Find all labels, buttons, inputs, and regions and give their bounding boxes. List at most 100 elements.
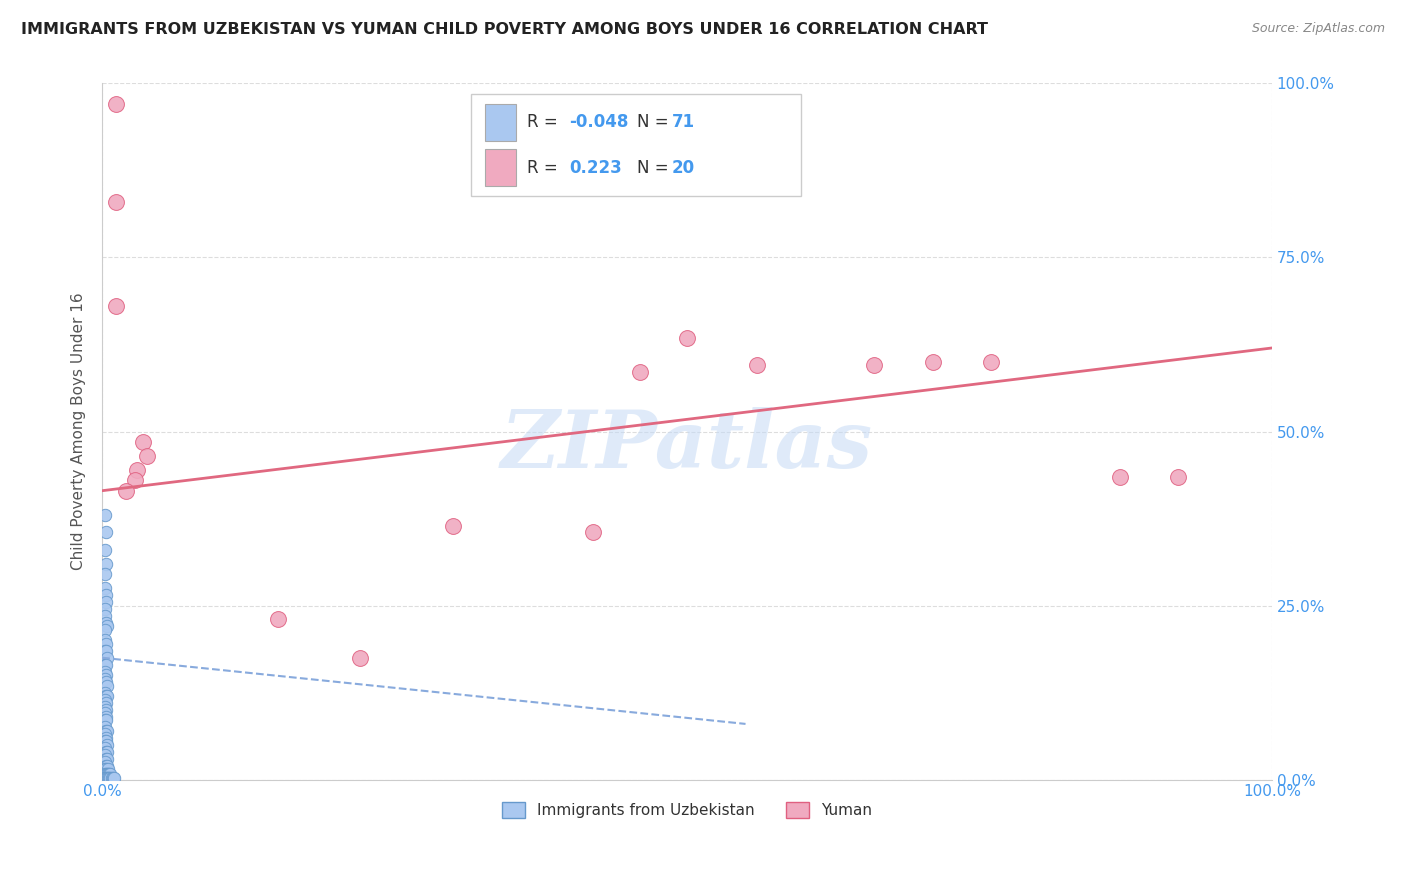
Point xyxy=(1167,469,1189,483)
Point xyxy=(93,727,115,741)
Point xyxy=(94,745,117,759)
Point xyxy=(93,581,115,595)
Point xyxy=(747,359,769,373)
Point xyxy=(93,762,115,776)
Point xyxy=(93,672,115,686)
Point xyxy=(93,692,115,706)
Point xyxy=(93,771,115,785)
Point xyxy=(94,731,117,745)
Point xyxy=(93,734,115,748)
Point xyxy=(98,771,121,785)
Point xyxy=(96,723,118,738)
Point xyxy=(96,619,118,633)
Point xyxy=(96,767,118,781)
Point xyxy=(97,767,120,781)
Point xyxy=(863,359,886,373)
Text: 0.223: 0.223 xyxy=(569,159,623,177)
Point xyxy=(100,771,122,785)
Point xyxy=(1108,469,1130,483)
Point xyxy=(349,650,371,665)
Point xyxy=(93,602,115,616)
Text: -0.048: -0.048 xyxy=(569,113,628,131)
Point xyxy=(980,355,1002,369)
Text: IMMIGRANTS FROM UZBEKISTAN VS YUMAN CHILD POVERTY AMONG BOYS UNDER 16 CORRELATIO: IMMIGRANTS FROM UZBEKISTAN VS YUMAN CHIL… xyxy=(21,22,988,37)
Text: Source: ZipAtlas.com: Source: ZipAtlas.com xyxy=(1251,22,1385,36)
Point xyxy=(94,762,117,776)
Point xyxy=(105,299,128,313)
Point xyxy=(94,758,117,772)
Text: 71: 71 xyxy=(672,113,695,131)
Point xyxy=(105,194,128,209)
Point xyxy=(94,557,117,571)
Point xyxy=(582,525,605,540)
Point xyxy=(94,637,117,651)
Point xyxy=(93,685,115,699)
Point xyxy=(93,665,115,679)
Point xyxy=(96,738,118,752)
Point xyxy=(93,755,115,769)
Point xyxy=(97,762,120,776)
Point xyxy=(96,752,118,766)
Point xyxy=(94,675,117,690)
Text: ZIPatlas: ZIPatlas xyxy=(501,407,873,484)
Point xyxy=(96,745,118,759)
Legend: Immigrants from Uzbekistan, Yuman: Immigrants from Uzbekistan, Yuman xyxy=(496,796,877,824)
Point xyxy=(441,518,464,533)
Point xyxy=(93,714,115,728)
Point xyxy=(96,771,118,785)
Point xyxy=(96,758,118,772)
Point xyxy=(94,657,117,672)
Point xyxy=(94,644,117,658)
Point xyxy=(94,714,117,728)
Point xyxy=(676,330,699,344)
Point xyxy=(96,650,118,665)
Point xyxy=(93,542,115,557)
Point xyxy=(94,723,117,738)
Point xyxy=(94,767,117,781)
Point xyxy=(93,767,115,781)
Point xyxy=(628,365,651,379)
Point xyxy=(100,771,122,785)
Point xyxy=(101,771,124,785)
Point xyxy=(266,612,288,626)
Point xyxy=(94,703,117,717)
Point xyxy=(93,567,115,582)
Point xyxy=(921,355,943,369)
Point xyxy=(94,752,117,766)
Point xyxy=(96,679,118,693)
Point xyxy=(93,633,115,648)
Point xyxy=(93,699,115,714)
Point xyxy=(135,449,157,463)
Point xyxy=(94,525,117,540)
Point xyxy=(93,720,115,734)
Point xyxy=(93,657,115,672)
Point xyxy=(93,609,115,624)
Point xyxy=(94,771,117,785)
Point xyxy=(94,595,117,609)
Text: R =: R = xyxy=(527,159,568,177)
Point xyxy=(105,97,128,112)
Text: N =: N = xyxy=(637,159,673,177)
Point xyxy=(93,644,115,658)
Point xyxy=(94,696,117,710)
Point xyxy=(114,483,136,498)
Point xyxy=(97,771,120,785)
Point xyxy=(93,623,115,637)
Point xyxy=(94,734,117,748)
Text: R =: R = xyxy=(527,113,564,131)
Y-axis label: Child Poverty Among Boys Under 16: Child Poverty Among Boys Under 16 xyxy=(72,293,86,570)
Point xyxy=(93,508,115,522)
Point xyxy=(100,767,122,781)
Point xyxy=(93,741,115,756)
Point xyxy=(93,748,115,763)
Point xyxy=(98,767,121,781)
Point xyxy=(124,473,146,487)
Point xyxy=(127,463,149,477)
Point xyxy=(132,434,155,449)
Point xyxy=(94,588,117,602)
Point xyxy=(94,689,117,703)
Point xyxy=(96,689,118,703)
Point xyxy=(94,710,117,724)
Point xyxy=(103,771,125,785)
Point xyxy=(94,668,117,682)
